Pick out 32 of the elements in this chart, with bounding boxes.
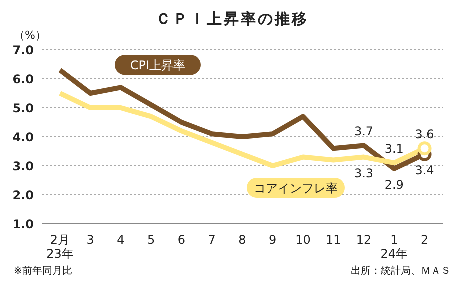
x-tick-label: 1 24年 (380, 233, 408, 261)
data-label: 3.3 (354, 166, 374, 180)
data-label: 3.4 (415, 163, 434, 178)
y-tick-label: 6.0 (12, 72, 34, 86)
data-label: 3.6 (415, 128, 434, 142)
y-tick-label: 4.0 (12, 130, 34, 144)
y-tick-label: 3.0 (12, 159, 34, 174)
x-tick-label: 12 (356, 233, 372, 247)
y-axis-title: （%） (13, 29, 48, 42)
x-tick-label: 8 (238, 233, 246, 247)
y-tick-label: 2.0 (12, 188, 34, 202)
x-tick-label: 11 (326, 233, 342, 247)
text: ※前年同月比 (14, 264, 72, 278)
x-tick-label: 3 (86, 233, 94, 247)
y-tick-label: 5.0 (12, 101, 34, 116)
x-tick-label: 2月 23年 (46, 233, 74, 261)
series-label: コアインフレ率 (254, 182, 338, 196)
x-tick-label: 4 (117, 233, 125, 247)
y-tick-label: 1.0 (12, 217, 34, 232)
x-tick-label: 7 (208, 233, 216, 247)
x-tick-label: 2 (420, 233, 429, 247)
x-tick-label: 6 (178, 233, 186, 247)
x-tick-label: 5 (148, 233, 156, 247)
data-label: 3.7 (354, 124, 374, 139)
chart-title: ＣＰＩ上昇率の推移 (155, 9, 310, 30)
data-label: 3.1 (384, 142, 404, 156)
y-tick-label: 7.0 (12, 43, 34, 58)
text: 出所：統計局、ＭＡＳ (351, 264, 451, 278)
series-label: CPI上昇率 (130, 58, 186, 73)
x-tick-label: 10 (296, 233, 311, 247)
x-tick-label: 9 (269, 233, 277, 247)
data-label: 2.9 (384, 178, 404, 192)
